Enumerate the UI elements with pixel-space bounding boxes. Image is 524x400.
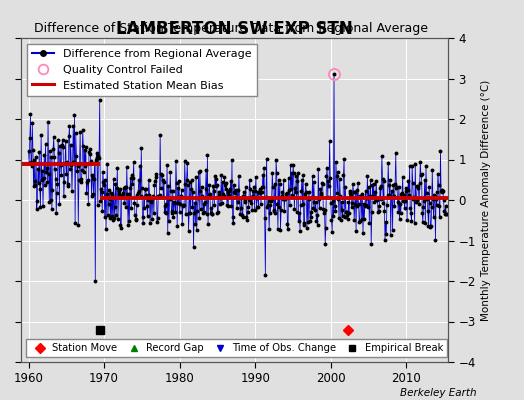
Y-axis label: Monthly Temperature Anomaly Difference (°C): Monthly Temperature Anomaly Difference (… — [482, 79, 492, 321]
Text: Berkeley Earth: Berkeley Earth — [400, 388, 477, 398]
Title: LAMBERTON SW EXP STN: LAMBERTON SW EXP STN — [116, 20, 353, 38]
Text: Difference of Station Temperature Data from Regional Average: Difference of Station Temperature Data f… — [34, 22, 428, 35]
Legend: Station Move, Record Gap, Time of Obs. Change, Empirical Break: Station Move, Record Gap, Time of Obs. C… — [26, 339, 447, 357]
